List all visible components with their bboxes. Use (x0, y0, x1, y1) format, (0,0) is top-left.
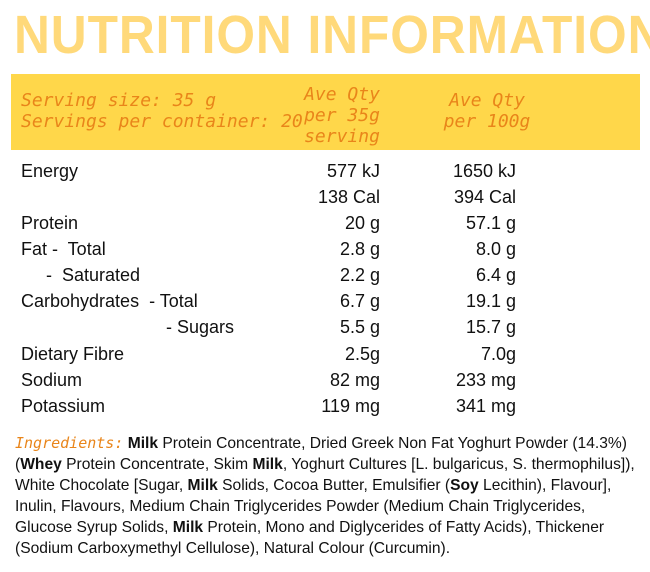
table-row: Fat - Total 2.8 g 8.0 g (0, 236, 650, 262)
ingredient-text: Protein Concentrate, Dried Greek Non Fat… (15, 435, 627, 473)
table-row: - Sugars 5.5 g 15.7 g (0, 314, 650, 340)
value-per-100g: 6.4 g (475, 265, 516, 285)
value-per-serving: 5.5 g (339, 317, 380, 337)
value-per-100g: 1650 kJ (452, 161, 516, 181)
row-label: Sodium (21, 370, 83, 390)
ingredients-text: Milk Protein Concentrate, Dried Greek No… (15, 435, 635, 557)
value-per-serving: 6.7 g (339, 291, 380, 311)
ingredients-label: Ingredients: (15, 434, 124, 452)
value-per-100g: 57.1 g (465, 213, 516, 233)
row-label: - Saturated (21, 265, 141, 285)
ingredient-text: Protein, Mono and Diglycerides of Fatty … (15, 519, 605, 557)
column-header-per-100g: Ave Qty per 100g (431, 90, 543, 132)
row-label: Energy (21, 161, 79, 181)
allergen-text: Soy (450, 477, 479, 494)
table-row: Protein 20 g 57.1 g (0, 210, 650, 236)
row-label: Protein (21, 213, 79, 233)
value-per-100g: 341 mg (455, 396, 516, 416)
row-label: Potassium (21, 396, 106, 416)
servings-per-container: Servings per container: 20 (21, 111, 303, 132)
col2-line1: Ave Qty (449, 90, 525, 111)
value-per-100g: 8.0 g (475, 239, 516, 259)
allergen-text: Whey (20, 456, 62, 473)
value-per-serving: 2.2 g (339, 265, 380, 285)
row-label: Dietary Fibre (21, 344, 125, 364)
ingredient-text: , Yoghurt Cultures [L. bulgaricus, S. th… (15, 456, 635, 494)
ingredients-paragraph: Ingredients: Milk Protein Concentrate, D… (15, 433, 643, 559)
table-row: Carbohydrates - Total 6.7 g 19.1 g (0, 288, 650, 314)
table-row: Dietary Fibre 2.5g 7.0g (0, 341, 650, 367)
value-per-serving: 2.8 g (339, 239, 380, 259)
value-per-serving: 20 g (344, 213, 380, 233)
table-row: 138 Cal 394 Cal (0, 184, 650, 210)
value-per-serving: 577 kJ (326, 161, 380, 181)
table-row: Potassium 119 mg 341 mg (0, 393, 650, 419)
ingredient-text: Protein Concentrate, Skim (61, 456, 253, 473)
allergen-text: Milk (187, 477, 218, 494)
value-per-serving: 82 mg (329, 370, 380, 390)
serving-info: Serving size: 35 g Servings per containe… (21, 90, 303, 132)
column-header-per-serving: Ave Qty per 35g serving (287, 84, 397, 147)
value-per-serving: 2.5g (344, 344, 380, 364)
col1-line1: Ave Qty (304, 84, 380, 105)
value-per-100g: 19.1 g (465, 291, 516, 311)
allergen-text: Milk (127, 435, 159, 452)
row-label: - Sugars (21, 317, 235, 337)
table-row: Energy 577 kJ 1650 kJ (0, 158, 650, 184)
table-row: Sodium 82 mg 233 mg (0, 367, 650, 393)
col1-line3: serving (304, 126, 380, 147)
row-label: Carbohydrates - Total (21, 291, 198, 311)
value-per-100g: 15.7 g (465, 317, 516, 337)
value-per-serving: 138 Cal (317, 187, 380, 207)
value-per-100g: 233 mg (455, 370, 516, 390)
col1-line2: per 35g (304, 105, 380, 126)
table-row: - Saturated 2.2 g 6.4 g (0, 262, 650, 288)
value-per-100g: 7.0g (480, 344, 516, 364)
value-per-serving: 119 mg (321, 396, 380, 416)
allergen-text: Milk (252, 456, 283, 473)
serving-size: Serving size: 35 g (21, 90, 217, 111)
allergen-text: Milk (172, 519, 204, 536)
panel-title: NUTRITION INFORMATION (14, 5, 650, 65)
header-band: Serving size: 35 g Servings per containe… (11, 74, 640, 150)
ingredient-text: Solids, Cocoa Butter, Emulsifier ( (217, 477, 451, 494)
col2-line2: per 100g (443, 111, 531, 132)
ingredient-text: Lecithin), Flavour], Inulin, Flavours, M… (15, 477, 612, 536)
value-per-100g: 394 Cal (453, 187, 516, 207)
row-label: Fat - Total (21, 239, 106, 259)
